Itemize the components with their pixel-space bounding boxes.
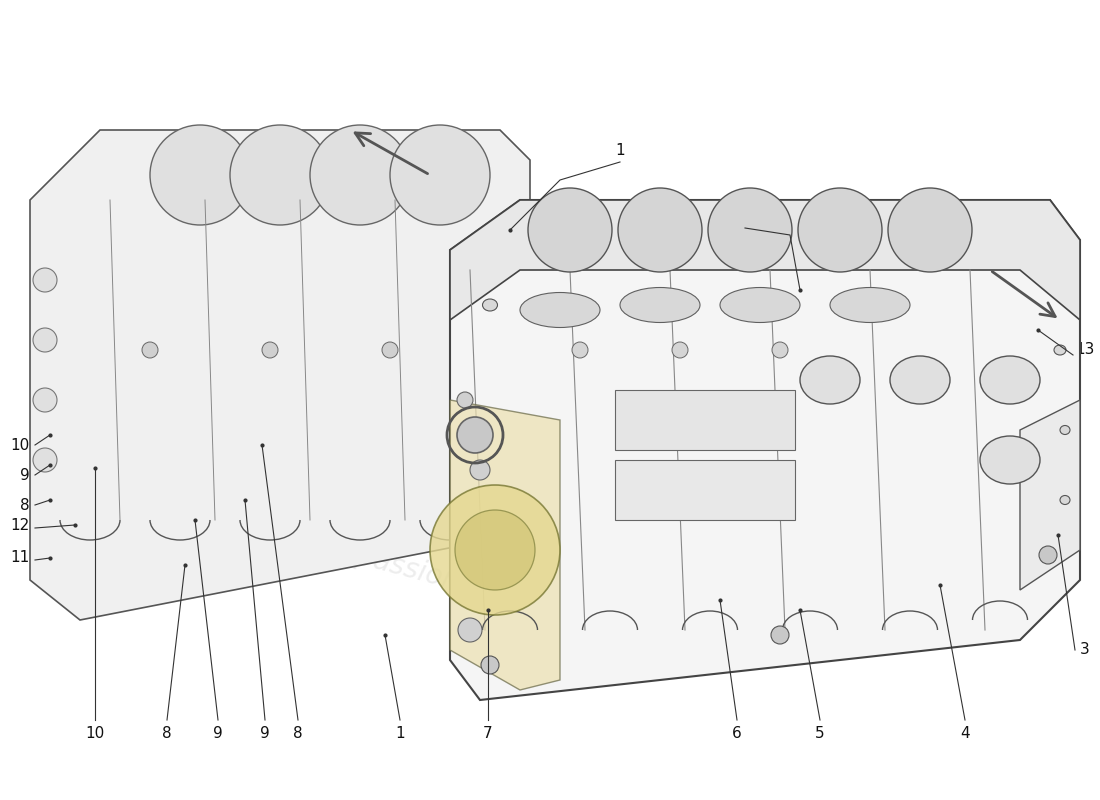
Ellipse shape (1060, 426, 1070, 434)
Circle shape (481, 656, 499, 674)
Text: a passion for cars: a passion for cars (328, 534, 572, 626)
Circle shape (672, 342, 688, 358)
Circle shape (382, 342, 398, 358)
Circle shape (33, 448, 57, 472)
Ellipse shape (800, 356, 860, 404)
Circle shape (455, 510, 535, 590)
Circle shape (708, 188, 792, 272)
Circle shape (798, 188, 882, 272)
Circle shape (33, 328, 57, 352)
Ellipse shape (980, 436, 1040, 484)
Circle shape (142, 342, 158, 358)
Ellipse shape (890, 356, 950, 404)
Text: 2: 2 (740, 210, 750, 225)
Text: 11: 11 (11, 550, 30, 566)
Text: 10: 10 (11, 438, 30, 453)
Ellipse shape (1054, 345, 1066, 355)
Ellipse shape (520, 293, 600, 327)
Circle shape (390, 125, 490, 225)
Text: 10: 10 (86, 726, 104, 741)
Text: 9: 9 (213, 726, 223, 741)
Text: europes: europes (187, 374, 653, 586)
Text: 8: 8 (162, 726, 172, 741)
Circle shape (262, 342, 278, 358)
Circle shape (572, 342, 588, 358)
Circle shape (458, 618, 482, 642)
Bar (615, 460, 795, 520)
Text: 9: 9 (260, 726, 270, 741)
Circle shape (618, 188, 702, 272)
Circle shape (888, 188, 972, 272)
Text: 9: 9 (20, 467, 30, 482)
Circle shape (310, 125, 410, 225)
Text: 1: 1 (395, 726, 405, 741)
Polygon shape (450, 200, 1080, 700)
Circle shape (33, 268, 57, 292)
Text: 13: 13 (1075, 342, 1094, 358)
Polygon shape (30, 130, 530, 620)
Circle shape (1040, 546, 1057, 564)
Text: 12: 12 (11, 518, 30, 533)
Text: 7: 7 (483, 726, 493, 741)
Ellipse shape (1060, 495, 1070, 505)
Circle shape (33, 388, 57, 412)
Circle shape (456, 392, 473, 408)
Text: 8: 8 (21, 498, 30, 513)
Circle shape (150, 125, 250, 225)
Text: 8: 8 (294, 726, 302, 741)
Ellipse shape (483, 299, 497, 311)
Ellipse shape (980, 356, 1040, 404)
Circle shape (430, 485, 560, 615)
Bar (615, 390, 795, 450)
Text: 85: 85 (837, 333, 943, 407)
Ellipse shape (620, 287, 700, 322)
Text: 4: 4 (960, 726, 970, 741)
Circle shape (456, 417, 493, 453)
Ellipse shape (830, 287, 910, 322)
Ellipse shape (720, 287, 800, 322)
Text: 6: 6 (733, 726, 741, 741)
Polygon shape (450, 200, 1080, 320)
Text: 1: 1 (615, 143, 625, 158)
Circle shape (772, 342, 788, 358)
Circle shape (528, 188, 612, 272)
Circle shape (230, 125, 330, 225)
Circle shape (470, 460, 490, 480)
Circle shape (771, 626, 789, 644)
Polygon shape (450, 400, 560, 690)
Text: 3: 3 (1080, 642, 1090, 658)
Polygon shape (1020, 400, 1080, 590)
Text: 5: 5 (815, 726, 825, 741)
